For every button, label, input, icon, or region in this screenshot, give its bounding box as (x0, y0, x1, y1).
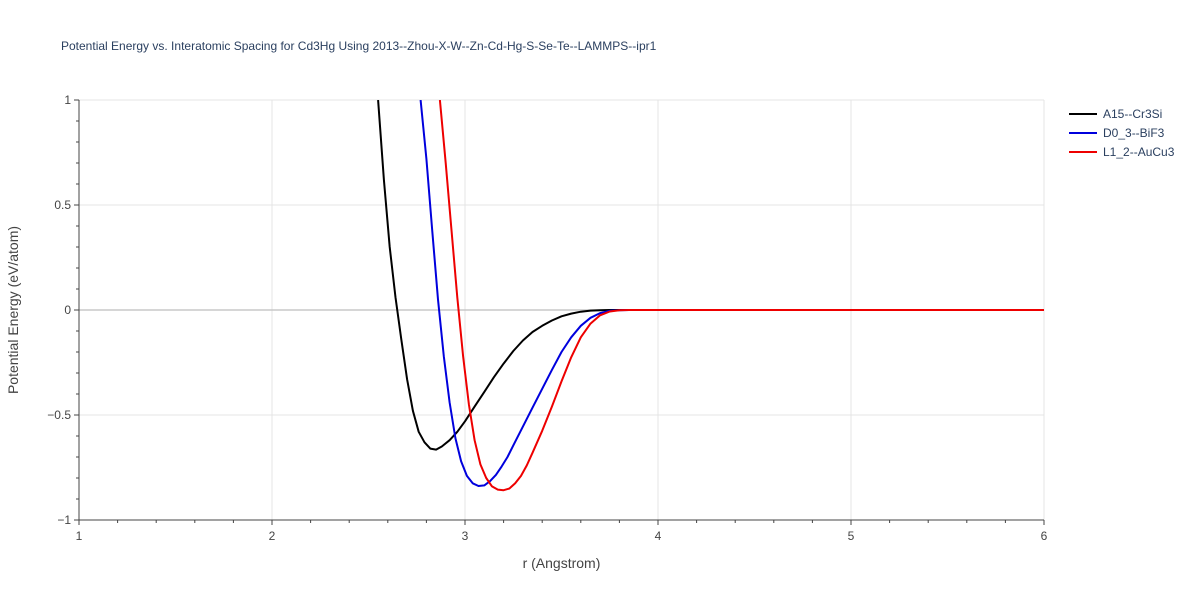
y-tick-label: 1 (64, 93, 71, 107)
legend-label: A15--Cr3Si (1103, 107, 1162, 121)
series-line-d0-3-bif3 (419, 100, 1044, 487)
x-tick-label: 3 (462, 529, 469, 543)
y-tick-label: 0 (64, 303, 71, 317)
legend-item[interactable]: A15--Cr3Si (1069, 107, 1162, 121)
series-line-a15-cr3si (377, 100, 1044, 451)
x-tick-label: 6 (1041, 529, 1048, 543)
chart-title: Potential Energy vs. Interatomic Spacing… (61, 39, 657, 53)
x-tick-label: 4 (655, 529, 662, 543)
x-tick-labels: 1 2 3 4 5 6 (76, 529, 1048, 543)
legend[interactable]: A15--Cr3Si D0_3--BiF3 L1_2--AuCu3 (1069, 107, 1175, 159)
y-tick-label: −0.5 (47, 408, 71, 422)
y-axis-title: Potential Energy (eV/atom) (5, 226, 21, 394)
axes (74, 99, 1045, 525)
legend-label: L1_2--AuCu3 (1103, 145, 1175, 159)
x-tick-label: 2 (269, 529, 276, 543)
x-tick-label: 1 (76, 529, 83, 543)
x-axis-title: r (Angstrom) (523, 555, 601, 571)
series-line-l1-2-aucu3 (438, 100, 1044, 492)
y-tick-label: 0.5 (54, 198, 71, 212)
x-tick-label: 5 (848, 529, 855, 543)
y-tick-labels: −1 −0.5 0 0.5 1 (47, 93, 71, 527)
y-tick-label: −1 (57, 513, 71, 527)
legend-item[interactable]: L1_2--AuCu3 (1069, 145, 1175, 159)
series-lines (377, 100, 1044, 492)
legend-item[interactable]: D0_3--BiF3 (1069, 126, 1165, 140)
legend-label: D0_3--BiF3 (1103, 126, 1165, 140)
